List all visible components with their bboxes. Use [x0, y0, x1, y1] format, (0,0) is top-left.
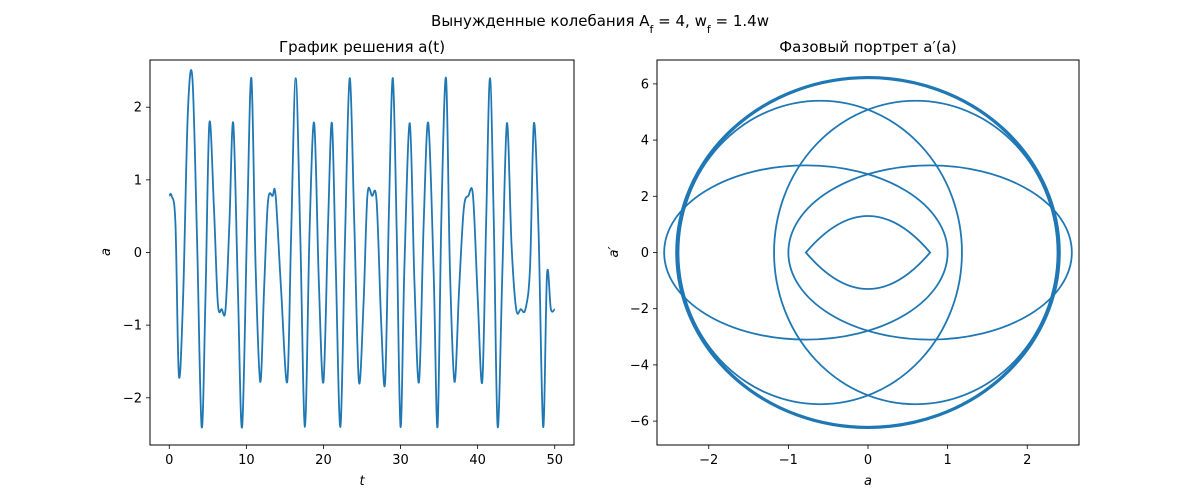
y-tick-label: 0: [641, 246, 649, 261]
left-title: График решения a(t): [279, 38, 445, 56]
right-axes-frame: [656, 59, 1080, 446]
y-tick-label: 2: [134, 101, 142, 116]
phase-curve: [773, 99, 1059, 406]
x-tick-label: 0: [864, 453, 872, 468]
phase-curve: [663, 164, 949, 341]
phase-curve: [677, 99, 963, 406]
y-tick-label: −4: [630, 358, 649, 373]
y-tick-label: −2: [123, 391, 142, 406]
x-tick-label: −1: [779, 453, 798, 468]
figure-suptitle: Вынужденные колебания Af = 4, wf = 1.4w: [431, 12, 769, 36]
right-ylabel: a′: [607, 246, 622, 257]
phase-inner-lens: [804, 215, 932, 290]
left-ylabel: a: [99, 248, 114, 256]
y-tick-label: 2: [641, 190, 649, 205]
y-tick-label: −6: [630, 415, 649, 430]
x-tick-label: 10: [238, 453, 255, 468]
x-tick-label: 1: [943, 453, 951, 468]
x-tick-label: 0: [165, 453, 173, 468]
left-axes-frame: [149, 59, 575, 446]
phase-portrait-chart: Фазовый портрет a′(a) −2 −1 0 1 2 −6 −4 −2 0 2 4 6…: [607, 38, 1080, 489]
series-line: [168, 69, 556, 429]
y-tick-label: 1: [134, 173, 142, 188]
x-tick-label: 30: [392, 453, 409, 468]
right-xlabel: a: [864, 474, 872, 489]
x-tick-label: 2: [1023, 453, 1031, 468]
x-tick-label: 50: [546, 453, 563, 468]
y-tick-label: −2: [630, 302, 649, 317]
solution-chart: График решения a(t) 0 10 20 30 40 50 −2−1012 …: [99, 38, 575, 489]
left-xlabel: t: [359, 474, 365, 489]
x-tick-label: −2: [699, 453, 718, 468]
x-tick-label: 20: [315, 453, 332, 468]
y-tick-label: 6: [641, 77, 649, 92]
x-tick-label: 40: [469, 453, 486, 468]
phase-curve: [675, 75, 1061, 430]
y-tick-label: −1: [123, 319, 142, 334]
y-tick-label: 4: [641, 134, 649, 149]
right-title: Фазовый портрет a′(a): [779, 38, 956, 56]
y-tick-label: 0: [134, 246, 142, 261]
phase-curve: [787, 164, 1073, 341]
